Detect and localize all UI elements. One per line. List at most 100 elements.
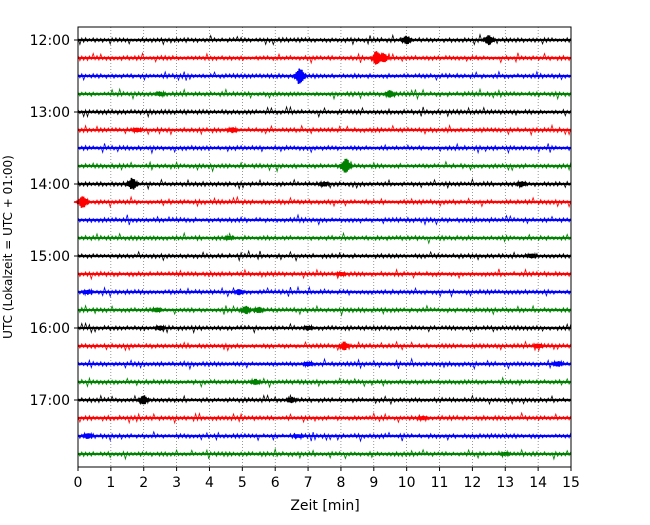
trace-noise-21 — [77, 411, 572, 425]
trace-4 — [77, 105, 572, 119]
y-tick-label-3: 15:00 — [30, 249, 70, 265]
trace-9 — [73, 195, 572, 209]
trace-0 — [77, 33, 572, 46]
trace-noise-11 — [77, 231, 572, 245]
trace-event-15-1 — [249, 305, 268, 314]
trace-event-1-1 — [374, 52, 393, 63]
trace-event-18-0 — [548, 359, 567, 367]
trace-noise-14 — [77, 285, 572, 298]
trace-event-13-0 — [331, 270, 350, 279]
trace-event-14-0 — [230, 289, 248, 296]
x-tick-label-13: 13 — [496, 475, 514, 491]
trace-event-22-1 — [289, 432, 308, 441]
trace-event-17-0 — [335, 341, 354, 351]
trace-noise-17 — [77, 340, 572, 352]
x-tick-label-5: 5 — [238, 475, 247, 491]
y-axis-ticks: 12:00 13:00 14:00 15:00 16:00 17:00 — [30, 33, 78, 409]
trace-noise-9 — [77, 195, 572, 209]
trace-event-21-0 — [414, 414, 433, 423]
x-tick-label-7: 7 — [304, 475, 313, 491]
x-tick-label-2: 2 — [139, 475, 148, 491]
x-tick-label-3: 3 — [172, 475, 181, 491]
trace-21 — [77, 411, 572, 425]
trace-noise-6 — [77, 142, 572, 155]
x-tick-label-15: 15 — [562, 475, 580, 491]
trace-event-3-0 — [381, 90, 400, 99]
trace-event-2-0 — [290, 68, 310, 84]
trace-event-7-0 — [336, 158, 356, 173]
trace-event-8-2 — [315, 180, 334, 189]
trace-noise-12 — [77, 249, 572, 263]
trace-event-20-1 — [282, 395, 301, 404]
trace-1 — [77, 51, 572, 65]
x-tick-label-8: 8 — [336, 475, 345, 491]
x-tick-label-6: 6 — [271, 475, 280, 491]
trace-event-3-1 — [151, 89, 170, 99]
trace-event-12-0 — [522, 252, 541, 260]
trace-event-9-0 — [73, 196, 93, 208]
trace-10 — [77, 213, 572, 226]
trace-event-16-0 — [299, 323, 318, 331]
x-axis-label: Zeit [min] — [290, 498, 359, 514]
y-tick-label-0: 12:00 — [30, 33, 70, 49]
trace-event-11-0 — [220, 233, 239, 242]
trace-noise-20 — [77, 393, 572, 406]
trace-noise-13 — [77, 268, 572, 281]
trace-noise-18 — [77, 357, 572, 371]
trace-noise-1 — [77, 51, 572, 65]
x-axis-ticks: 0 1 2 3 4 5 6 7 8 9 10 11 12 13 14 15 — [74, 467, 580, 491]
trace-20 — [77, 393, 572, 406]
y-tick-label-5: 17:00 — [30, 393, 70, 409]
trace-19 — [77, 376, 572, 389]
trace-22 — [77, 430, 572, 443]
trace-event-19-0 — [246, 377, 265, 386]
y-tick-label-4: 16:00 — [30, 321, 70, 337]
trace-event-0-0 — [397, 35, 416, 45]
trace-noise-19 — [77, 376, 572, 389]
trace-3 — [77, 87, 572, 101]
vertical-grid — [110, 27, 539, 467]
x-tick-label-4: 4 — [205, 475, 214, 491]
trace-noise-4 — [77, 105, 572, 119]
trace-event-22-0 — [78, 431, 97, 440]
trace-noise-22 — [77, 430, 572, 443]
trace-5 — [77, 123, 572, 137]
trace-14 — [77, 285, 572, 298]
trace-17 — [77, 340, 572, 352]
trace-layer — [73, 33, 572, 461]
trace-noise-5 — [77, 123, 572, 137]
trace-6 — [77, 142, 572, 155]
trace-event-8-0 — [123, 177, 142, 190]
trace-event-0-1 — [479, 35, 498, 46]
trace-12 — [77, 249, 572, 263]
x-tick-label-9: 9 — [369, 475, 378, 491]
y-tick-label-2: 14:00 — [30, 177, 70, 193]
plot-frame — [77, 26, 572, 468]
trace-7 — [77, 158, 572, 173]
trace-16 — [77, 321, 572, 335]
trace-event-23-0 — [496, 449, 515, 459]
x-tick-label-1: 1 — [106, 475, 115, 491]
x-tick-label-0: 0 — [74, 475, 83, 491]
trace-event-14-1 — [78, 288, 97, 297]
trace-8 — [77, 177, 572, 191]
trace-13 — [77, 268, 572, 281]
y-tick-label-1: 13:00 — [30, 105, 70, 121]
trace-event-15-2 — [147, 306, 166, 313]
trace-11 — [77, 231, 572, 245]
trace-event-20-0 — [134, 395, 153, 405]
trace-23 — [77, 447, 572, 461]
trace-noise-2 — [77, 70, 572, 82]
trace-event-17-1 — [529, 342, 548, 349]
trace-event-18-1 — [299, 359, 318, 369]
x-tick-label-11: 11 — [431, 475, 449, 491]
trace-noise-7 — [77, 160, 572, 173]
trace-noise-23 — [77, 447, 572, 461]
trace-event-5-1 — [128, 126, 147, 135]
x-tick-label-12: 12 — [463, 475, 481, 491]
trace-event-5-0 — [223, 125, 242, 134]
x-tick-label-14: 14 — [529, 475, 547, 491]
trace-event-16-1 — [151, 324, 170, 331]
